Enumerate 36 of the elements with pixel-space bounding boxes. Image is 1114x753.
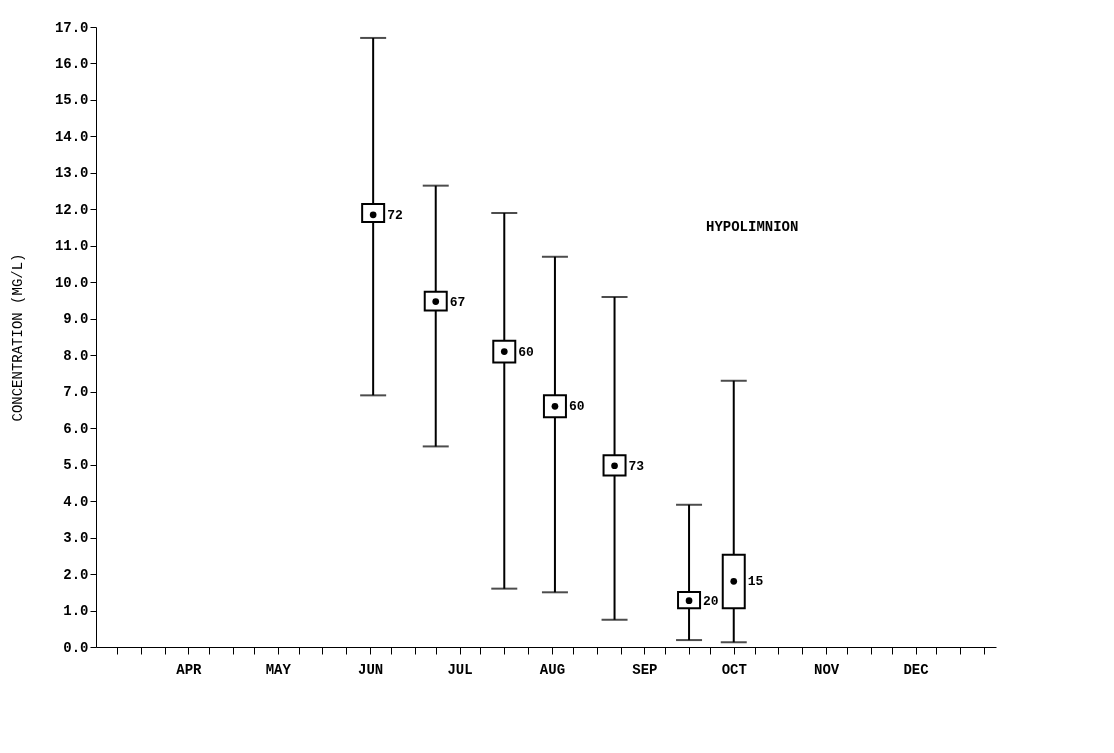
annotation: 15 bbox=[747, 574, 764, 590]
annotation: HYPOLIMNION bbox=[706, 219, 799, 235]
annotation: 67 bbox=[449, 294, 466, 310]
y-tick-label: 11.0 bbox=[54, 238, 89, 255]
annotation: 60 bbox=[568, 399, 585, 415]
x-tick-label: JUN bbox=[358, 661, 384, 678]
y-tick-label: 0.0 bbox=[63, 639, 89, 656]
y-tick-label: 15.0 bbox=[54, 92, 89, 109]
y-tick-label: 13.0 bbox=[54, 165, 89, 182]
annotation: 20 bbox=[703, 593, 719, 609]
y-tick-label: 6.0 bbox=[63, 420, 89, 437]
x-tick-label: JUL bbox=[447, 661, 473, 678]
y-tick-label: 5.0 bbox=[63, 457, 89, 474]
y-tick-label: 1.0 bbox=[63, 603, 89, 620]
y-axis-title: CONCENTRATION (MG/L) bbox=[9, 253, 26, 422]
y-tick-label: 12.0 bbox=[54, 201, 89, 218]
y-tick-label: 3.0 bbox=[63, 530, 89, 547]
x-tick-label: MAY bbox=[265, 661, 292, 678]
x-tick-label: NOV bbox=[814, 661, 840, 678]
y-tick-label: 7.0 bbox=[63, 384, 89, 401]
y-tick-label: 10.0 bbox=[54, 274, 89, 291]
annotation: 60 bbox=[518, 344, 535, 360]
x-tick-label: SEP bbox=[632, 661, 658, 678]
x-tick-label: AUG bbox=[539, 661, 566, 678]
y-tick-label: 16.0 bbox=[54, 55, 89, 72]
y-tick-label: 8.0 bbox=[63, 347, 89, 364]
x-tick-label: DEC bbox=[903, 661, 930, 678]
y-tick-label: 2.0 bbox=[63, 566, 89, 583]
annotation: 73 bbox=[628, 458, 645, 474]
y-tick-label: 4.0 bbox=[63, 493, 89, 510]
y-tick-label: 17.0 bbox=[54, 19, 89, 36]
x-tick-label: OCT bbox=[721, 661, 747, 678]
x-tick-label: APR bbox=[176, 661, 203, 678]
annotation: 72 bbox=[387, 207, 403, 223]
y-tick-label: 14.0 bbox=[54, 128, 89, 145]
y-tick-label: 9.0 bbox=[63, 311, 89, 328]
